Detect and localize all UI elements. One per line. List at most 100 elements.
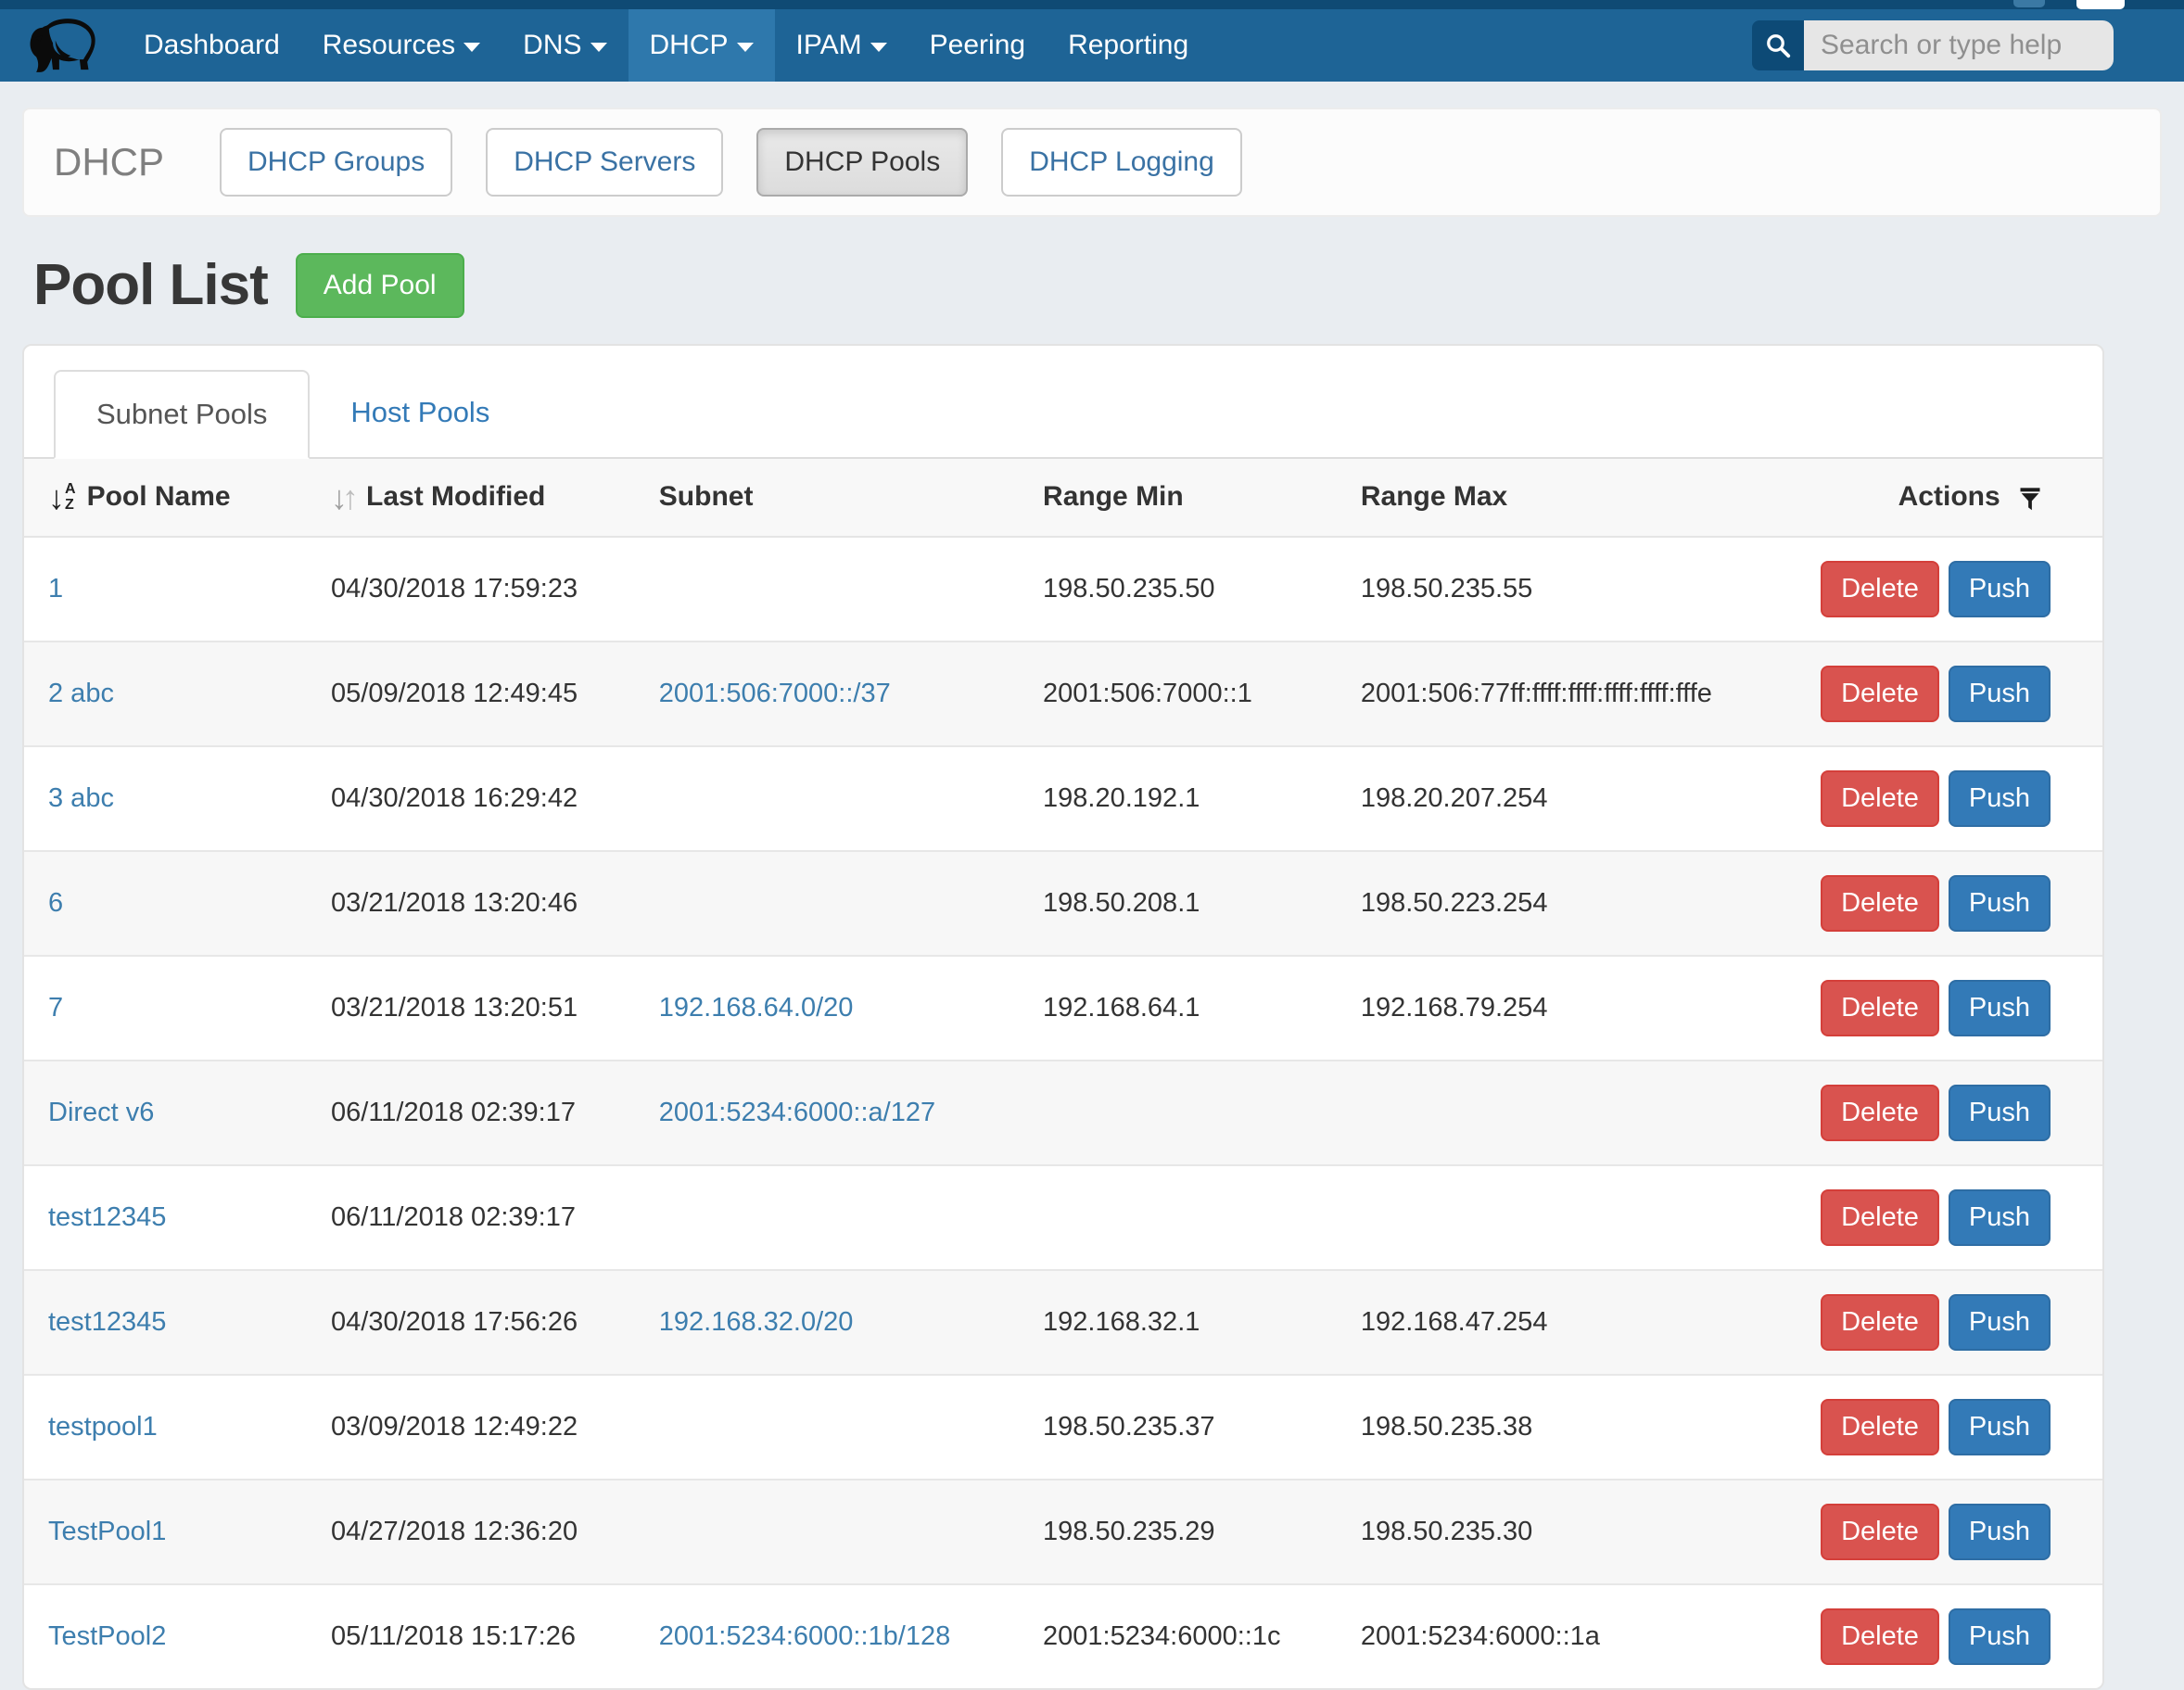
dhcp-groups-button[interactable]: DHCP Groups: [220, 128, 453, 197]
pool-name-link[interactable]: TestPool2: [48, 1620, 167, 1651]
pool-name-link[interactable]: 3 abc: [48, 782, 114, 813]
last-modified-cell: 04/30/2018 17:56:26: [307, 1268, 635, 1375]
pool-name-link[interactable]: TestPool1: [48, 1516, 167, 1546]
last-modified-cell: 06/11/2018 02:39:17: [307, 1059, 635, 1165]
range-min-cell: 192.168.64.1: [1019, 954, 1337, 1061]
last-modified-cell: 06/11/2018 02:39:17: [307, 1163, 635, 1270]
push-button[interactable]: Push: [1948, 665, 2051, 722]
push-button[interactable]: Push: [1948, 1398, 2051, 1455]
header-pool-name[interactable]: ↓ A Z Pool Name: [24, 459, 308, 538]
delete-button[interactable]: Delete: [1821, 1503, 1939, 1560]
subnet-link[interactable]: 2001:5234:6000::1b/128: [658, 1620, 951, 1651]
mammoth-logo-icon: [30, 19, 95, 72]
range-min: 2001:506:7000::1: [1043, 678, 1252, 708]
delete-button[interactable]: Delete: [1821, 769, 1939, 827]
table-row: 7 03/21/2018 13:20:51 192.168.64.0/20 19…: [24, 954, 2102, 1061]
subnet-cell: 192.168.64.0/20: [634, 954, 1020, 1061]
push-button[interactable]: Push: [1948, 1084, 2051, 1141]
dhcp-logging-button[interactable]: DHCP Logging: [1001, 128, 1242, 197]
delete-button[interactable]: Delete: [1821, 979, 1939, 1036]
chevron-down-icon: [590, 43, 607, 52]
tab-host-pools[interactable]: Host Pools: [350, 396, 490, 428]
subnet-link[interactable]: 192.168.32.0/20: [658, 1306, 854, 1337]
range-max: 198.50.235.38: [1360, 1411, 1533, 1442]
dhcp-pools-button[interactable]: DHCP Pools: [756, 128, 969, 197]
page-head: Pool List Add Pool: [33, 252, 2162, 318]
header-actions: Actions: [1797, 459, 2102, 538]
subnet-cell: [634, 1163, 1020, 1270]
delete-button[interactable]: Delete: [1821, 1398, 1939, 1455]
actions-cell: Delete Push: [1797, 1268, 2102, 1375]
nav-label: Resources: [322, 30, 456, 60]
nav-label: Reporting: [1068, 30, 1189, 60]
sort-alpha-asc-icon: ↓ A Z: [48, 477, 76, 516]
add-pool-button[interactable]: Add Pool: [295, 252, 464, 318]
nav-item-resources[interactable]: Resources: [301, 9, 502, 82]
push-button[interactable]: Push: [1948, 874, 2051, 932]
subnet-link[interactable]: 2001:5234:6000::a/127: [658, 1097, 936, 1127]
subnet-link[interactable]: 192.168.64.0/20: [658, 992, 854, 1023]
range-min: 198.50.235.29: [1043, 1516, 1215, 1546]
pool-name-link[interactable]: test12345: [48, 1306, 167, 1337]
delete-button[interactable]: Delete: [1821, 1188, 1939, 1246]
range-min-cell: [1019, 1059, 1337, 1165]
search-button[interactable]: [1752, 20, 1804, 70]
nav-item-peering[interactable]: Peering: [908, 9, 1047, 82]
nav-item-dashboard[interactable]: Dashboard: [122, 9, 301, 82]
delete-button[interactable]: Delete: [1821, 1293, 1939, 1351]
global-search: [1752, 20, 2114, 70]
delete-button[interactable]: Delete: [1821, 560, 1939, 617]
delete-button[interactable]: Delete: [1821, 1084, 1939, 1141]
pool-name-cell: testpool1: [24, 1373, 308, 1480]
sort-updown-icon: ↓ ↑: [331, 478, 360, 517]
pool-name-link[interactable]: 1: [48, 573, 64, 604]
filter-icon[interactable]: [2017, 486, 2043, 512]
range-max-cell: 198.50.235.55: [1337, 537, 1797, 642]
push-button[interactable]: Push: [1948, 1503, 2051, 1560]
chevron-down-icon: [463, 43, 481, 52]
push-button[interactable]: Push: [1948, 1607, 2051, 1665]
pool-name-cell: TestPool1: [24, 1478, 308, 1584]
actions-cell: Delete Push: [1797, 640, 2102, 746]
pool-table-body: 1 04/30/2018 17:59:23 198.50.235.50 198.…: [24, 537, 2102, 1688]
range-max-cell: 192.168.47.254: [1336, 1268, 1797, 1375]
pool-name-cell: Direct v6: [24, 1059, 308, 1165]
pool-name-cell: test12345: [24, 1163, 308, 1270]
range-min: 192.168.64.1: [1043, 992, 1200, 1023]
chevron-down-icon: [870, 43, 887, 52]
pool-name-link[interactable]: Direct v6: [48, 1097, 155, 1127]
push-button[interactable]: Push: [1948, 979, 2051, 1036]
delete-button[interactable]: Delete: [1821, 874, 1939, 932]
search-input[interactable]: [1804, 20, 2114, 70]
push-button[interactable]: Push: [1948, 1188, 2051, 1246]
last-modified: 04/30/2018 17:56:26: [331, 1306, 578, 1337]
pool-name-link[interactable]: testpool1: [48, 1411, 158, 1442]
subnet-link[interactable]: 2001:506:7000::/37: [658, 678, 891, 708]
pool-name-link[interactable]: 7: [48, 992, 64, 1023]
header-subnet: Subnet: [634, 459, 1020, 538]
tab-subnet-pools[interactable]: Subnet Pools: [54, 370, 311, 459]
pool-name-link[interactable]: 6: [48, 887, 64, 918]
dhcp-servers-button[interactable]: DHCP Servers: [486, 128, 724, 197]
nav-label: DHCP: [649, 30, 729, 60]
push-button[interactable]: Push: [1948, 1293, 2051, 1351]
range-max-cell: 2001:5234:6000::1a: [1336, 1582, 1797, 1688]
nav-item-dhcp[interactable]: DHCP: [628, 9, 775, 82]
nav-item-ipam[interactable]: IPAM: [775, 9, 908, 82]
push-button[interactable]: Push: [1948, 769, 2051, 827]
pool-name-link[interactable]: test12345: [48, 1201, 167, 1232]
nav-item-reporting[interactable]: Reporting: [1047, 9, 1210, 82]
last-modified-cell: 05/09/2018 12:49:45: [307, 640, 635, 746]
delete-button[interactable]: Delete: [1821, 665, 1939, 722]
delete-button[interactable]: Delete: [1821, 1607, 1939, 1665]
last-modified: 04/27/2018 12:36:20: [331, 1516, 578, 1546]
pool-name-link[interactable]: 2 abc: [48, 678, 114, 708]
push-button[interactable]: Push: [1948, 560, 2051, 617]
header-range-min: Range Min: [1019, 459, 1337, 538]
header-last-modified[interactable]: ↓ ↑ Last Modified: [307, 459, 635, 538]
range-min-cell: 2001:506:7000::1: [1019, 640, 1337, 746]
subnet-cell: 192.168.32.0/20: [634, 1268, 1020, 1375]
table-row: 2 abc 05/09/2018 12:49:45 2001:506:7000:…: [24, 640, 2102, 746]
header-label: Last Modified: [366, 481, 546, 513]
nav-item-dns[interactable]: DNS: [502, 9, 628, 82]
